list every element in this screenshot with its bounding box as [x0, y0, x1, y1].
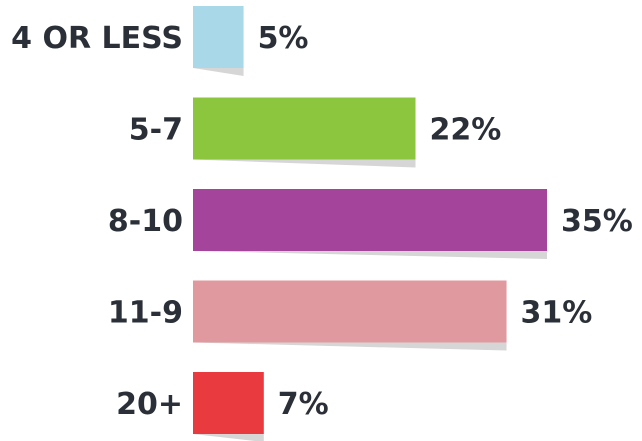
bars-group: 4 OR LESS 5% 5-7 22% 8-10 35% 11-9 31% 20+ 7% — [11, 6, 633, 441]
category-label: 20+ — [116, 387, 183, 422]
bar-item: 11-9 31% — [108, 280, 593, 351]
bar — [193, 6, 244, 68]
bar-shadow — [193, 68, 244, 76]
bar-shadow — [193, 434, 264, 441]
bar — [193, 97, 416, 160]
value-label: 5% — [258, 21, 309, 56]
category-label: 5-7 — [129, 112, 183, 147]
value-label: 31% — [521, 295, 593, 330]
bar-item: 8-10 35% — [108, 189, 633, 259]
bar — [193, 189, 547, 251]
category-label: 8-10 — [108, 204, 183, 239]
value-label: 7% — [278, 387, 329, 422]
bar — [193, 372, 264, 434]
bar-item: 5-7 22% — [129, 97, 502, 168]
bar-shadow — [193, 251, 547, 259]
bar-item: 20+ 7% — [116, 372, 329, 441]
category-label: 4 OR LESS — [11, 21, 183, 56]
bar-shadow — [193, 159, 416, 168]
category-label: 11-9 — [108, 295, 183, 330]
value-label: 22% — [430, 112, 502, 147]
bar-shadow — [193, 342, 507, 351]
bar — [193, 280, 507, 343]
value-label: 35% — [561, 204, 633, 239]
bar-item: 4 OR LESS 5% — [11, 6, 309, 76]
